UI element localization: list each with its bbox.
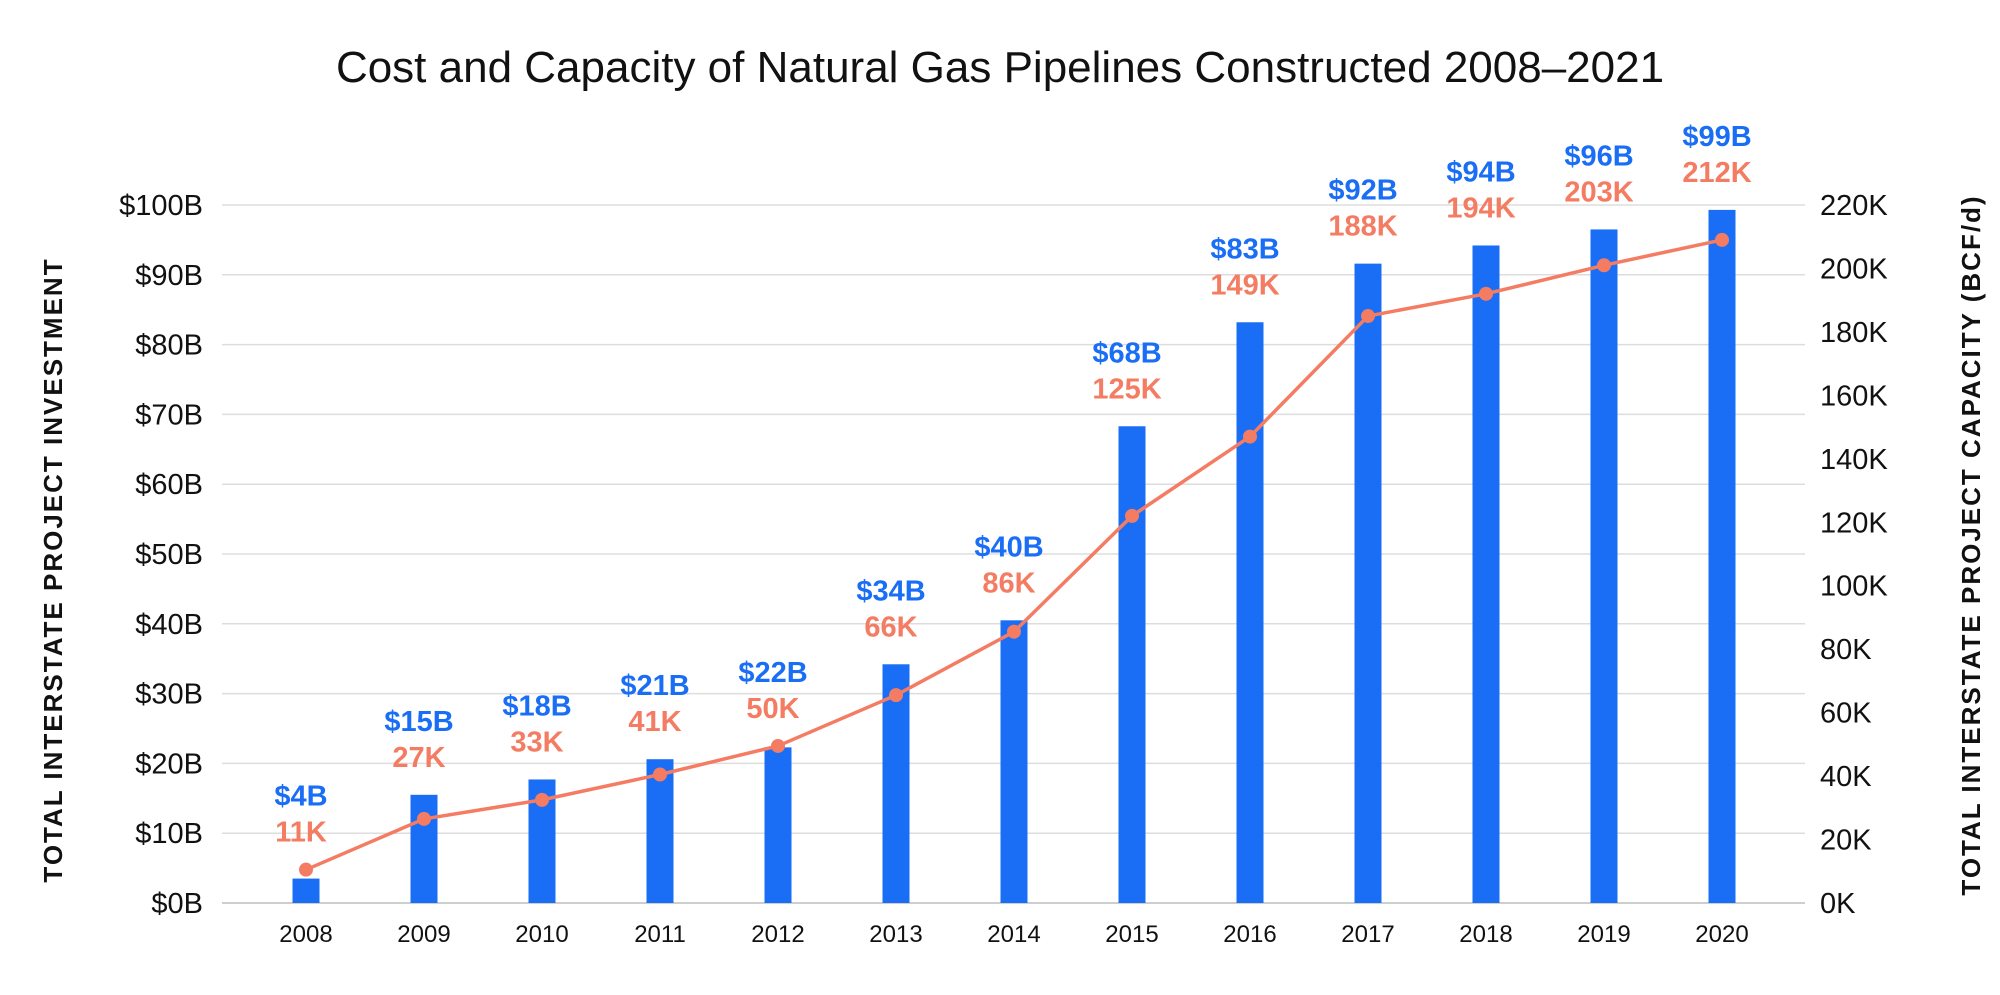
capacity-line-group	[299, 232, 1729, 877]
investment-data-label: $4B	[274, 781, 327, 813]
capacity-data-label: 27K	[392, 742, 445, 774]
capacity-data-label: 11K	[275, 817, 327, 849]
capacity-data-label: 41K	[628, 706, 681, 738]
left-tick-label: $20B	[135, 748, 203, 780]
capacity-point	[1715, 232, 1729, 247]
investment-data-label: $83B	[1210, 233, 1279, 265]
data-labels: $4B 11K $15B 27K $18B 33K $21B 41K $22B 50K $34B 66…	[274, 121, 1751, 849]
chart-title: Cost and Capacity of Natural Gas Pipelin…	[336, 43, 1664, 92]
x-tick-label: 2016	[1223, 921, 1276, 948]
x-tick-label: 2010	[515, 921, 568, 948]
left-axis-title: TOTAL INTERSTATE PROJECT INVESTMENT	[38, 257, 68, 882]
investment-data-label: $18B	[502, 690, 571, 722]
capacity-data-label: 86K	[982, 567, 1035, 599]
investment-data-label: $21B	[620, 670, 689, 702]
right-tick-label: 40K	[1820, 761, 1872, 793]
left-tick-label: $60B	[135, 469, 203, 501]
capacity-data-label: 50K	[746, 693, 799, 725]
capacity-point	[1597, 258, 1611, 273]
capacity-point	[653, 767, 667, 782]
left-tick-label: $70B	[135, 399, 203, 431]
investment-data-label: $99B	[1682, 121, 1751, 153]
investment-bar	[764, 747, 792, 903]
capacity-point	[299, 862, 313, 877]
investment-bar	[410, 794, 438, 903]
investment-bar	[1708, 209, 1736, 904]
left-tick-label: $10B	[135, 818, 203, 850]
investment-data-label: $68B	[1092, 337, 1161, 369]
capacity-data-label: 33K	[510, 726, 563, 758]
x-tick-label: 2009	[397, 921, 450, 948]
investment-bar	[292, 878, 320, 903]
left-tick-label: $80B	[135, 330, 203, 362]
investment-bar	[882, 664, 910, 903]
capacity-point	[771, 738, 785, 753]
capacity-point	[1125, 508, 1139, 523]
investment-bar	[1118, 426, 1146, 903]
investment-bar	[1472, 245, 1500, 903]
capacity-point	[1243, 429, 1257, 444]
left-tick-label: $90B	[135, 260, 203, 292]
investment-data-label: $34B	[856, 575, 925, 607]
right-tick-label: 80K	[1820, 634, 1872, 666]
left-tick-label: $0B	[151, 888, 203, 920]
right-tick-label: 100K	[1820, 571, 1888, 603]
right-tick-label: 220K	[1820, 190, 1888, 222]
x-tick-label: 2017	[1341, 921, 1394, 948]
investment-data-label: $92B	[1328, 175, 1397, 207]
right-tick-label: 60K	[1820, 698, 1872, 730]
investment-data-label: $22B	[738, 657, 807, 689]
bars	[292, 209, 1736, 904]
left-tick-label: $100B	[119, 190, 203, 222]
right-tick-label: 120K	[1820, 507, 1888, 539]
right-tick-label: 200K	[1820, 253, 1888, 285]
right-tick-label: 180K	[1820, 317, 1888, 349]
left-tick-label: $50B	[135, 539, 203, 571]
right-tick-label: 140K	[1820, 444, 1888, 476]
investment-data-label: $96B	[1564, 140, 1633, 172]
left-tick-label: $40B	[135, 609, 203, 641]
capacity-data-label: 203K	[1564, 176, 1633, 208]
investment-bar	[1590, 229, 1618, 903]
investment-data-label: $94B	[1446, 156, 1515, 188]
investment-bar	[1000, 620, 1028, 903]
capacity-point	[1479, 286, 1493, 301]
capacity-data-label: 125K	[1092, 373, 1161, 405]
investment-bar	[1236, 322, 1264, 903]
investment-data-label: $15B	[384, 706, 453, 738]
x-tick-label: 2011	[634, 921, 686, 948]
right-axis-title: TOTAL INTERSTATE PROJECT CAPACITY (BCF/d…	[1956, 194, 1986, 895]
investment-bar	[646, 759, 674, 903]
x-tick-label: 2020	[1695, 921, 1748, 948]
capacity-data-label: 66K	[864, 611, 917, 643]
x-tick-label: 2008	[279, 921, 332, 948]
right-tick-label: 0K	[1820, 888, 1856, 920]
x-tick-label: 2012	[751, 921, 804, 948]
x-tick-label: 2018	[1459, 921, 1512, 948]
x-tick-label: 2015	[1105, 921, 1158, 948]
capacity-data-label: 194K	[1446, 192, 1515, 224]
investment-bar	[1354, 263, 1382, 904]
capacity-point	[1007, 624, 1021, 639]
capacity-point	[417, 811, 431, 826]
right-tick-label: 160K	[1820, 380, 1888, 412]
capacity-data-label: 188K	[1328, 211, 1397, 243]
x-tick-label: 2013	[869, 921, 922, 948]
capacity-point	[889, 688, 903, 703]
right-tick-label: 20K	[1820, 825, 1872, 857]
capacity-point	[535, 792, 549, 807]
investment-data-label: $40B	[974, 531, 1043, 563]
capacity-point	[1361, 309, 1375, 324]
capacity-data-label: 212K	[1682, 157, 1751, 189]
capacity-data-label: 149K	[1210, 269, 1279, 301]
axis-ticks: $0B $10B $20B $30B $40B $50B $60B $70B $80B $90B $…	[119, 190, 1888, 948]
x-tick-label: 2014	[987, 921, 1040, 948]
x-tick-label: 2019	[1577, 921, 1630, 948]
left-tick-label: $30B	[135, 679, 203, 711]
